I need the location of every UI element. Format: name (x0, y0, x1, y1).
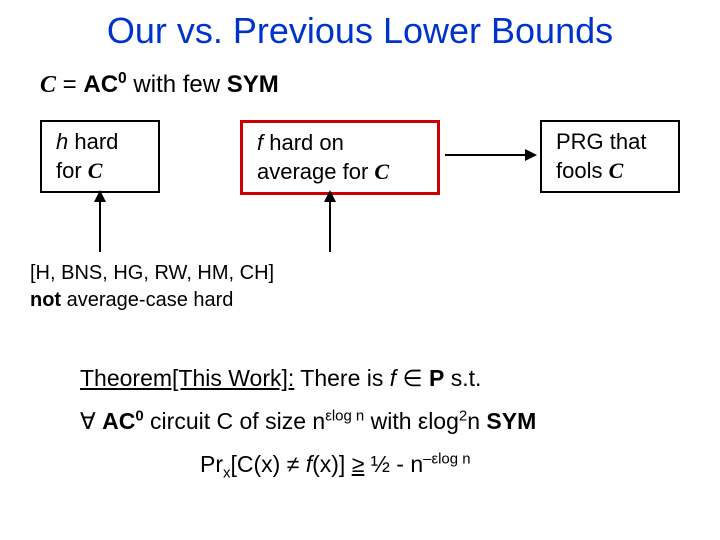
class-definition: C = AC0 with few SYM (40, 70, 279, 99)
theorem-block: Theorem[This Work]: There is f ∈ P s.t. … (80, 360, 536, 485)
theorem-line-2: ∀ AC0 circuit C of size nεlog n with εlo… (80, 403, 536, 440)
slide-title: Our vs. Previous Lower Bounds (0, 10, 720, 52)
text: fools (556, 158, 609, 183)
text: SYM (227, 71, 279, 98)
theorem-label: Theorem[This Work]: (80, 365, 294, 391)
text: with few (127, 71, 227, 98)
text: ½ - n (364, 451, 423, 477)
text: (x)] (312, 451, 352, 477)
superscript: εlog n (325, 407, 364, 424)
calligraphic-c: C (609, 158, 624, 183)
text: [C(x) ≠ (230, 451, 305, 477)
geq-symbol: ≥ (352, 451, 365, 477)
text: There is (294, 365, 389, 391)
text: not (30, 289, 61, 311)
text: AC (102, 408, 135, 434)
text: Pr (200, 451, 223, 477)
text: PRG that (556, 128, 664, 157)
text: = (56, 71, 83, 98)
text: s.t. (444, 365, 481, 391)
text: log (428, 408, 459, 434)
text: SYM (486, 408, 536, 434)
citation-list: [H, BNS, HG, RW, HM, CH] (30, 260, 274, 287)
citations-block: [H, BNS, HG, RW, HM, CH] not average-cas… (30, 260, 274, 314)
theorem-line-3: Prx[C(x) ≠ f(x)] ≥ ½ - n–εlog n (80, 446, 536, 486)
text: with ε (364, 408, 428, 434)
box-prg: PRG that fools C (540, 120, 680, 193)
superscript: 0 (135, 407, 143, 424)
superscript: 2 (459, 407, 467, 424)
arrow-up-icon (320, 190, 340, 255)
forall-symbol: ∀ (80, 408, 102, 434)
element-of-symbol: ∈ (396, 365, 429, 391)
text: AC (83, 71, 118, 98)
calligraphic-c: C (40, 72, 56, 98)
text: for (56, 158, 88, 183)
text: circuit C of size (144, 408, 313, 434)
text: h (56, 129, 68, 154)
box-f-hard-average: f hard on average for C (240, 120, 440, 195)
text: n (312, 408, 325, 434)
arrow-right-icon (445, 140, 540, 170)
text: hard on (263, 130, 344, 155)
superscript: –εlog n (423, 450, 470, 467)
box-h-hard: h hard for C (40, 120, 160, 193)
theorem-line-1: Theorem[This Work]: There is f ∈ P s.t. (80, 360, 536, 397)
calligraphic-c: C (88, 158, 103, 183)
text: average-case hard (61, 289, 233, 311)
text: average for (257, 159, 374, 184)
superscript: 0 (118, 70, 127, 87)
text: P (429, 365, 444, 391)
calligraphic-c: C (374, 159, 389, 184)
text: n (467, 408, 486, 434)
text: hard (68, 129, 118, 154)
arrow-up-icon (90, 190, 110, 255)
